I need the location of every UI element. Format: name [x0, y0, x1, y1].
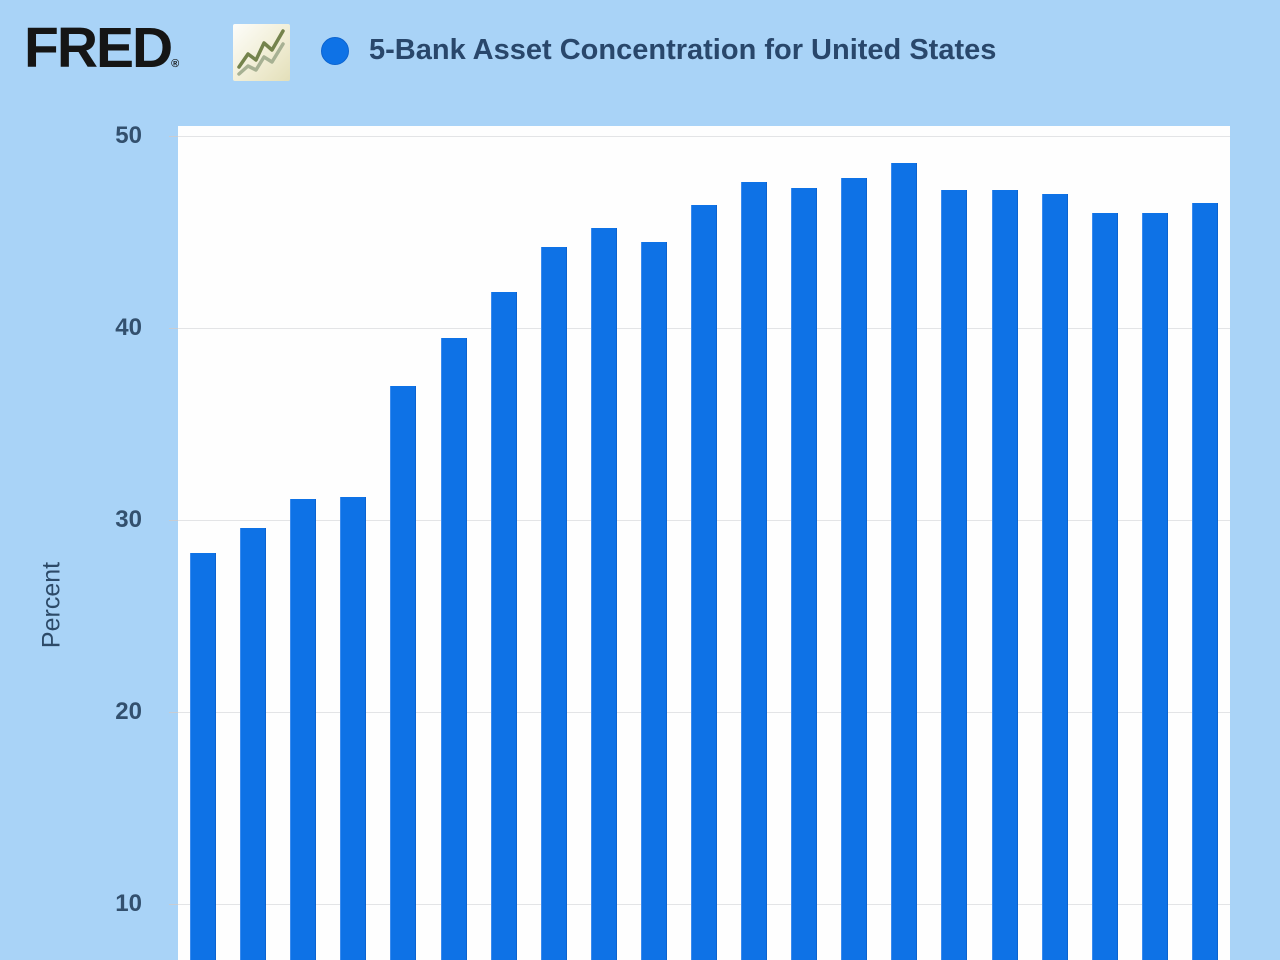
y-tick-mark [169, 328, 178, 329]
bar[interactable] [791, 187, 818, 960]
bar[interactable] [390, 385, 417, 960]
bar[interactable] [1091, 212, 1118, 960]
bar[interactable] [640, 241, 667, 960]
y-tick-mark [169, 136, 178, 137]
y-tick-label: 40 [115, 314, 142, 341]
bar[interactable] [440, 337, 467, 960]
bar[interactable] [891, 162, 918, 960]
y-tick-label: 10 [115, 890, 142, 917]
bar[interactable] [1041, 193, 1068, 960]
header: FRED® 5-Bank Asset Concentration for Uni… [0, 0, 1280, 110]
registered-trademark-mark: ® [171, 58, 180, 70]
zigzag-line-chart-icon [233, 24, 290, 81]
bar[interactable] [691, 205, 717, 960]
bar[interactable] [490, 291, 517, 960]
y-axis-title: Percent [37, 561, 66, 649]
legend-marker-dot [321, 37, 349, 65]
bar[interactable] [841, 178, 868, 960]
fred-logo-text: FRED [24, 16, 173, 80]
gridline [178, 136, 1230, 137]
bar[interactable] [941, 189, 968, 960]
y-tick-label: 20 [115, 698, 142, 725]
y-tick-label: 50 [115, 122, 142, 149]
bar[interactable] [190, 552, 217, 960]
bar[interactable] [340, 496, 367, 960]
chart-title: 5-Bank Asset Concentration for United St… [369, 34, 997, 66]
plot-area [178, 126, 1230, 960]
fred-logo[interactable]: FRED® [24, 18, 179, 94]
y-tick-label: 30 [115, 506, 142, 533]
bar[interactable] [991, 189, 1018, 960]
bar[interactable] [540, 247, 567, 960]
bar[interactable] [290, 498, 317, 960]
bar[interactable] [590, 228, 617, 960]
bar[interactable] [240, 527, 267, 960]
bar[interactable] [1191, 203, 1218, 960]
y-tick-mark [169, 904, 178, 905]
y-tick-mark [169, 712, 178, 713]
bar[interactable] [741, 182, 768, 960]
bar[interactable] [1141, 212, 1168, 960]
y-tick-mark [169, 520, 178, 521]
